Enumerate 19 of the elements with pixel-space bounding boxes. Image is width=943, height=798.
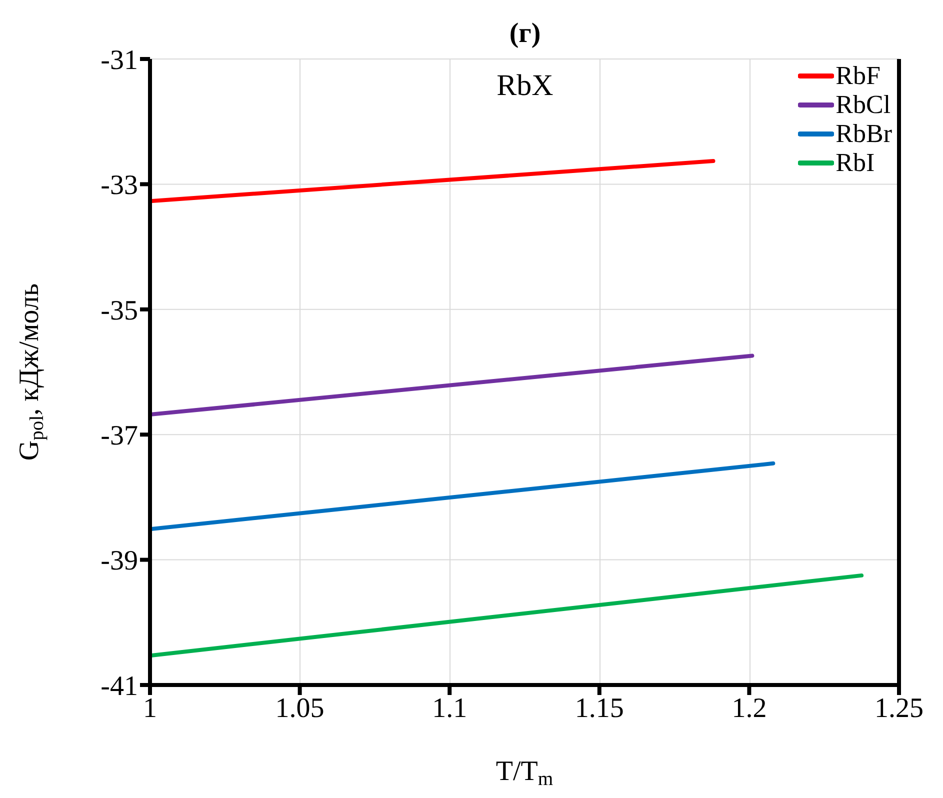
x-tick-label: 1.05 (275, 692, 324, 724)
x-axis-title: T/T$_{m}$ (496, 756, 554, 790)
x-tick-label: 1.1 (432, 692, 468, 724)
y-tick-label: -33 (100, 170, 138, 202)
x-tick-label: 1.2 (732, 692, 767, 724)
legend-label: RbBr (836, 119, 892, 148)
x-tick-label: 1.15 (574, 692, 624, 724)
y-tick-label: -37 (100, 420, 138, 452)
y-tick-label: -31 (100, 44, 138, 76)
legend-label: RbCl (836, 90, 891, 119)
chart-title: (г) (508, 18, 542, 50)
y-tick-label: -39 (100, 546, 138, 577)
legend-label: RbF (836, 61, 880, 90)
annotation: RbX (496, 69, 554, 102)
x-tick-label: 1.25 (874, 692, 924, 724)
x-tick-label: 1 (143, 692, 157, 724)
legend-label: RbI (836, 148, 875, 177)
y-tick-label: -41 (100, 670, 138, 702)
y-tick-label: -35 (100, 295, 138, 326)
